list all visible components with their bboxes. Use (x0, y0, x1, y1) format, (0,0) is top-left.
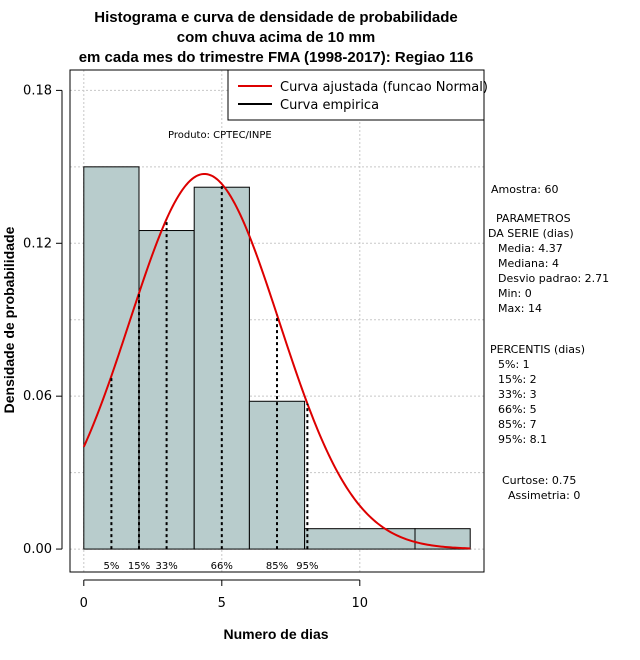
y-tick-label: 0.00 (23, 542, 52, 557)
stat-min: Min: 0 (498, 287, 532, 300)
stats-panel: Amostra: 60 PARAMETROS DA SERIE (dias) M… (488, 183, 609, 502)
histogram-bar (304, 528, 416, 550)
y-tick-label: 0.06 (23, 389, 52, 404)
stat-max: Max: 14 (498, 302, 542, 315)
legend-box (227, 69, 485, 121)
stat-param-title-1: PARAMETROS (496, 212, 571, 225)
y-axis: 0.00 0.06 0.12 0.18 (23, 83, 63, 557)
stat-p5: 5%: 1 (498, 358, 530, 371)
stat-p85: 85%: 7 (498, 418, 537, 431)
percentile-label: 95% (296, 561, 318, 572)
percentile-label: 15% (128, 561, 150, 572)
legend: Curva ajustada (funcao Normal) Curva emp… (227, 69, 488, 121)
stat-p66: 66%: 5 (498, 403, 537, 416)
percentile-label: 33% (155, 561, 177, 572)
percentile-lines: 5% 15% 33% 66% 85% 95% (103, 183, 318, 572)
x-axis-title: Numero de dias (223, 626, 328, 642)
legend-label-empirical: Curva empirica (280, 98, 379, 113)
y-tick-label: 0.12 (23, 236, 52, 251)
percentile-label: 66% (211, 561, 233, 572)
stat-desvio: Desvio padrao: 2.71 (498, 272, 609, 285)
stat-p95: 95%: 8.1 (498, 433, 547, 446)
percentile-label: 85% (266, 561, 288, 572)
chart-title: Histograma e curva de densidade de proba… (79, 9, 474, 66)
stat-media: Media: 4.37 (498, 242, 563, 255)
stat-p15: 15%: 2 (498, 373, 537, 386)
stat-amostra: Amostra: 60 (491, 183, 558, 196)
stat-mediana: Mediana: 4 (498, 257, 559, 270)
percentile-label: 5% (103, 561, 119, 572)
y-tick-label: 0.18 (23, 83, 52, 98)
legend-label-normal: Curva ajustada (funcao Normal) (280, 80, 488, 95)
stat-assimetria: Assimetria: 0 (508, 489, 580, 502)
x-tick-label: 5 (218, 596, 226, 611)
stat-param-title-2: DA SERIE (dias) (488, 227, 574, 240)
histogram-bars (83, 166, 471, 550)
produto-annotation: Produto: CPTEC/INPE (168, 130, 272, 141)
title-line-1: Histograma e curva de densidade de proba… (94, 9, 457, 26)
stat-p33: 33%: 3 (498, 388, 537, 401)
x-axis: 0 5 10 (80, 579, 369, 611)
histogram-bar (83, 166, 140, 550)
x-tick-label: 10 (352, 596, 369, 611)
x-tick-label: 0 (80, 596, 88, 611)
stat-perc-title: PERCENTIS (dias) (490, 343, 585, 356)
title-line-3: em cada mes do trimestre FMA (1998-2017)… (79, 49, 474, 66)
title-line-2: com chuva acima de 10 mm (177, 29, 375, 46)
stat-curtose: Curtose: 0.75 (502, 474, 576, 487)
y-axis-title: Densidade de probabilidade (1, 226, 17, 413)
